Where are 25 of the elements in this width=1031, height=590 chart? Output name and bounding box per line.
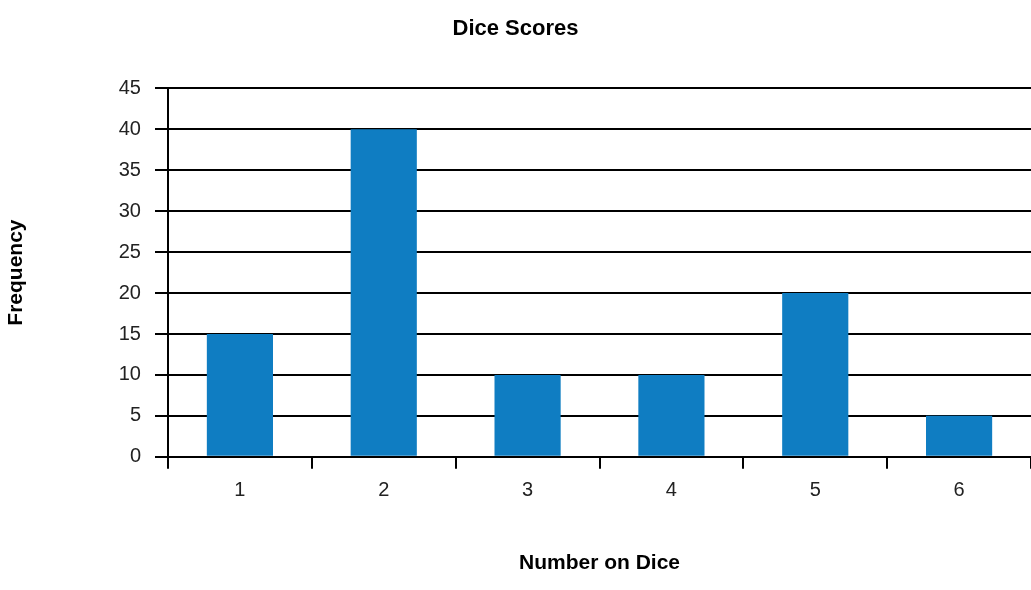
x-tick-label: 1 (234, 478, 246, 501)
x-tick-label: 4 (665, 478, 677, 501)
x-tick-label: 3 (522, 478, 534, 501)
chart-title: Dice Scores (452, 15, 579, 41)
x-tick-label: 6 (953, 478, 965, 501)
bar (350, 129, 417, 456)
y-axis-title: Frequency (3, 219, 27, 326)
bar (638, 374, 705, 456)
bar (494, 374, 561, 456)
y-tick-label: 45 (118, 75, 141, 98)
y-tick-label: 40 (118, 116, 141, 139)
x-tick-label: 2 (378, 478, 390, 501)
y-tick-label: 25 (118, 239, 141, 262)
y-tick-label: 10 (118, 362, 141, 385)
y-tick-label: 5 (129, 403, 141, 426)
bar (782, 293, 849, 456)
bar (206, 334, 273, 456)
x-axis-title: Number on Dice (518, 550, 681, 574)
y-tick-label: 15 (118, 321, 141, 344)
y-tick-label: 30 (118, 198, 141, 221)
x-tick-label: 5 (809, 478, 821, 501)
y-tick-label: 35 (118, 157, 141, 180)
y-tick-label: 20 (118, 280, 141, 303)
y-tick-label: 0 (129, 444, 141, 467)
bar (926, 415, 993, 456)
